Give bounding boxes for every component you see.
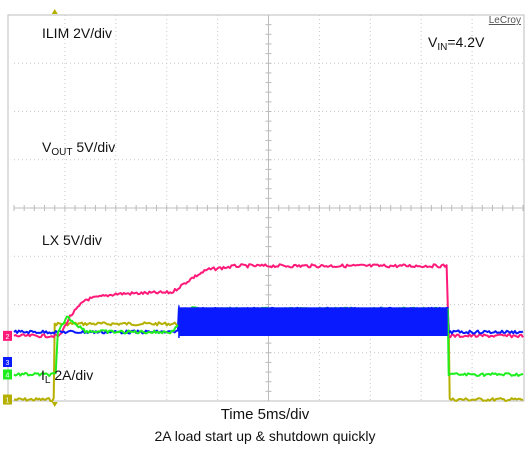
x-axis-label: Time 5ms/div <box>220 406 310 423</box>
brand-logo: LeCroy <box>489 15 521 26</box>
channel-markers: 1 2 3 4 <box>3 330 12 405</box>
trace-label-lx: LX 5V/div <box>42 232 102 248</box>
trace-labels: ILIM 2V/div VOUT 5V/div LX 5V/div IL 2A/div <box>41 25 115 386</box>
trace-label-sub: L <box>45 375 51 386</box>
trace-label-main: V <box>42 139 52 155</box>
vin-tail: =4.2V <box>447 34 485 50</box>
trace-label-il: IL 2A/div <box>41 367 93 386</box>
trace-label-tail: 5V/div <box>72 139 115 155</box>
grid <box>13 9 524 407</box>
trace-label-sub: OUT <box>51 147 72 158</box>
vin-annotation: VIN=4.2V <box>428 34 485 53</box>
lx-switching-band <box>178 307 448 337</box>
trace-label-vout: VOUT 5V/div <box>42 139 115 158</box>
trace-label-main: ILIM 2V/div <box>42 25 112 41</box>
channel-marker <box>3 357 12 368</box>
trigger-marker-top <box>51 9 58 14</box>
vin-main: V <box>428 34 438 50</box>
channel-marker-label: 3 <box>6 360 10 367</box>
trace-label-main: I <box>41 367 45 383</box>
channel-marker <box>3 369 12 380</box>
channel-marker-label: 1 <box>6 398 10 405</box>
trace-label-main: LX 5V/div <box>42 232 102 248</box>
traces <box>13 263 524 403</box>
vin-sub: IN <box>437 42 447 53</box>
channel-marker <box>3 330 12 341</box>
channel-marker <box>3 394 12 405</box>
trace-label-tail: 2A/div <box>50 367 93 383</box>
channel-marker-label: 2 <box>6 334 10 341</box>
trace-label-ilim: ILIM 2V/div <box>42 25 112 41</box>
chart-caption: 2A load start up & shutdown quickly <box>154 428 376 444</box>
channel-marker-label: 4 <box>6 372 10 379</box>
trace-vout <box>13 263 524 339</box>
trigger-marker-bottom <box>51 402 58 407</box>
